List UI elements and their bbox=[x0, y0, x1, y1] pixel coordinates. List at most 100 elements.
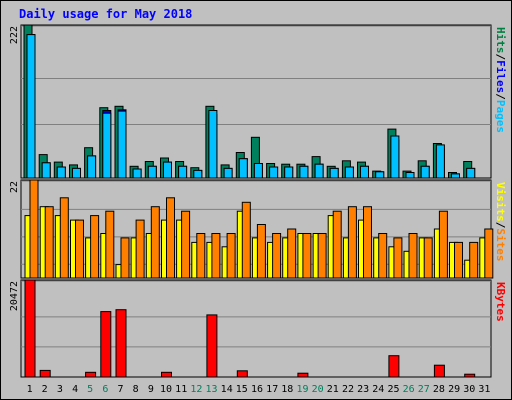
bar-bottom-kbytes-day-28 bbox=[433, 364, 445, 378]
legend-separator: / bbox=[494, 93, 507, 100]
panel-middle-ymax-label: 22 bbox=[9, 181, 20, 193]
x-tick-label-day-18: 18 bbox=[281, 384, 293, 395]
panel-top-legend: Hits/Files/Pages bbox=[494, 27, 507, 133]
chart-title: Daily usage for May 2018 bbox=[19, 7, 192, 21]
x-tick-label-day-29: 29 bbox=[448, 384, 460, 395]
bar-middle-sites-day-23 bbox=[363, 206, 372, 279]
legend-visits: Visits bbox=[494, 182, 507, 222]
bar-middle-sites-day-12 bbox=[196, 233, 206, 279]
x-tick-label-day-22: 22 bbox=[342, 384, 354, 395]
x-tick-label-day-14: 14 bbox=[221, 384, 233, 395]
bar-bottom-kbytes-day-15 bbox=[236, 370, 248, 378]
panel-top-ymax-label: 222 bbox=[9, 26, 20, 44]
legend-files: Files bbox=[494, 60, 507, 93]
bar-middle-sites-day-1 bbox=[29, 179, 39, 279]
bar-middle-sites-day-26 bbox=[408, 233, 418, 279]
bar-middle-sites-day-20 bbox=[317, 233, 327, 279]
bar-top-pages-day-12 bbox=[193, 169, 203, 179]
bar-middle-sites-day-7 bbox=[120, 237, 130, 279]
panel-middle: 22 Visits/Sites bbox=[9, 179, 507, 279]
bar-middle-sites-day-5 bbox=[90, 215, 100, 279]
panel-top: 222 Hits/Files/Pages bbox=[9, 24, 507, 179]
bar-top-pages-day-25 bbox=[390, 135, 400, 179]
bar-top-pages-day-11 bbox=[178, 165, 188, 179]
bar-top-pages-day-27 bbox=[420, 165, 430, 179]
bar-top-pages-day-6 bbox=[102, 112, 112, 179]
bar-top-pages-day-5 bbox=[87, 155, 97, 179]
x-tick-label-day-17: 17 bbox=[266, 384, 278, 395]
bar-top-pages-day-28 bbox=[435, 144, 445, 179]
x-tick-label-day-26: 26 bbox=[403, 384, 415, 395]
bar-bottom-kbytes-day-25 bbox=[388, 355, 400, 378]
bar-middle-sites-day-13 bbox=[211, 233, 221, 279]
bar-top-pages-day-10 bbox=[163, 161, 172, 179]
x-tick-label-day-3: 3 bbox=[57, 384, 63, 395]
legend-pages: Pages bbox=[494, 100, 507, 133]
bar-middle-sites-day-31 bbox=[484, 228, 494, 279]
bar-bottom-kbytes-day-6 bbox=[100, 311, 112, 378]
bar-middle-sites-day-16 bbox=[256, 224, 266, 279]
bar-middle-sites-day-19 bbox=[302, 233, 312, 279]
bar-top-pages-day-4 bbox=[72, 167, 81, 179]
bar-top-pages-day-3 bbox=[56, 166, 66, 179]
legend-kbytes: KBytes bbox=[494, 282, 507, 322]
bar-top-pages-day-20 bbox=[314, 163, 324, 179]
bar-middle-sites-day-29 bbox=[454, 241, 463, 279]
x-tick-label-day-4: 4 bbox=[72, 384, 78, 395]
x-tick-label-day-23: 23 bbox=[357, 384, 369, 395]
bar-top-pages-day-8 bbox=[132, 168, 142, 179]
x-tick-label-day-15: 15 bbox=[236, 384, 248, 395]
bar-bottom-kbytes-day-30 bbox=[464, 373, 476, 378]
bar-top-pages-day-21 bbox=[329, 167, 339, 179]
bar-middle-sites-day-6 bbox=[105, 210, 115, 279]
x-tick-label-day-19: 19 bbox=[296, 384, 308, 395]
panel-middle-legend: Visits/Sites bbox=[494, 182, 507, 262]
x-tick-label-day-2: 2 bbox=[42, 384, 48, 395]
x-tick-label-day-10: 10 bbox=[160, 384, 172, 395]
legend-separator: / bbox=[494, 54, 507, 61]
x-axis-labels: 1 2 3 4 5 6 7 8 9 10 11 12 13 14 15 16 17 18 19 20 21 22 23 24 2… bbox=[27, 384, 491, 395]
x-tick-label-day-24: 24 bbox=[372, 384, 384, 395]
x-tick-label-day-21: 21 bbox=[327, 384, 339, 395]
x-tick-label-day-20: 20 bbox=[312, 384, 324, 395]
bar-top-pages-day-24 bbox=[375, 171, 385, 179]
bar-middle-sites-day-9 bbox=[150, 206, 160, 279]
bar-middle-sites-day-8 bbox=[135, 219, 145, 279]
bar-top-pages-day-2 bbox=[41, 162, 51, 179]
bar-top-pages-day-13 bbox=[208, 110, 218, 179]
bar-middle-sites-day-30 bbox=[469, 241, 479, 279]
bar-middle-sites-day-25 bbox=[393, 237, 403, 279]
bar-bottom-kbytes-day-1 bbox=[24, 279, 36, 378]
bar-top-pages-day-1 bbox=[26, 34, 36, 179]
bar-bottom-kbytes-day-19 bbox=[297, 372, 309, 378]
bar-top-pages-day-18 bbox=[284, 166, 294, 179]
x-tick-label-day-13: 13 bbox=[205, 384, 217, 395]
bar-top-pages-day-29 bbox=[451, 173, 460, 179]
legend-hits: Hits bbox=[494, 27, 507, 54]
bar-middle-sites-day-21 bbox=[332, 210, 342, 279]
x-tick-label-day-5: 5 bbox=[87, 384, 93, 395]
x-tick-label-day-12: 12 bbox=[190, 384, 202, 395]
panel-bottom-ymax-label: 20472 bbox=[9, 281, 20, 311]
bar-bottom-kbytes-day-2 bbox=[39, 369, 51, 378]
bar-middle-sites-day-11 bbox=[181, 210, 191, 279]
x-tick-label-day-25: 25 bbox=[387, 384, 399, 395]
panel-bottom-frame bbox=[20, 279, 492, 378]
bar-middle-sites-day-28 bbox=[438, 210, 448, 279]
bar-middle-sites-day-24 bbox=[378, 233, 388, 279]
bar-top-pages-day-9 bbox=[147, 165, 157, 179]
x-tick-label-day-30: 30 bbox=[463, 384, 475, 395]
bar-middle-sites-day-14 bbox=[226, 233, 236, 279]
bar-top-pages-day-14 bbox=[223, 167, 233, 179]
x-tick-label-day-11: 11 bbox=[175, 384, 187, 395]
x-tick-label-day-31: 31 bbox=[478, 384, 490, 395]
bar-bottom-kbytes-day-10 bbox=[161, 371, 172, 378]
bar-middle-sites-day-2 bbox=[44, 206, 54, 279]
bar-middle-sites-day-17 bbox=[272, 233, 282, 279]
legend-sites: Sites bbox=[494, 228, 507, 261]
x-tick-label-day-9: 9 bbox=[148, 384, 154, 395]
bar-middle-sites-day-15 bbox=[241, 201, 251, 279]
panel-bottom-legend: KBytes bbox=[494, 282, 507, 322]
bar-top-pages-day-23 bbox=[360, 165, 369, 179]
